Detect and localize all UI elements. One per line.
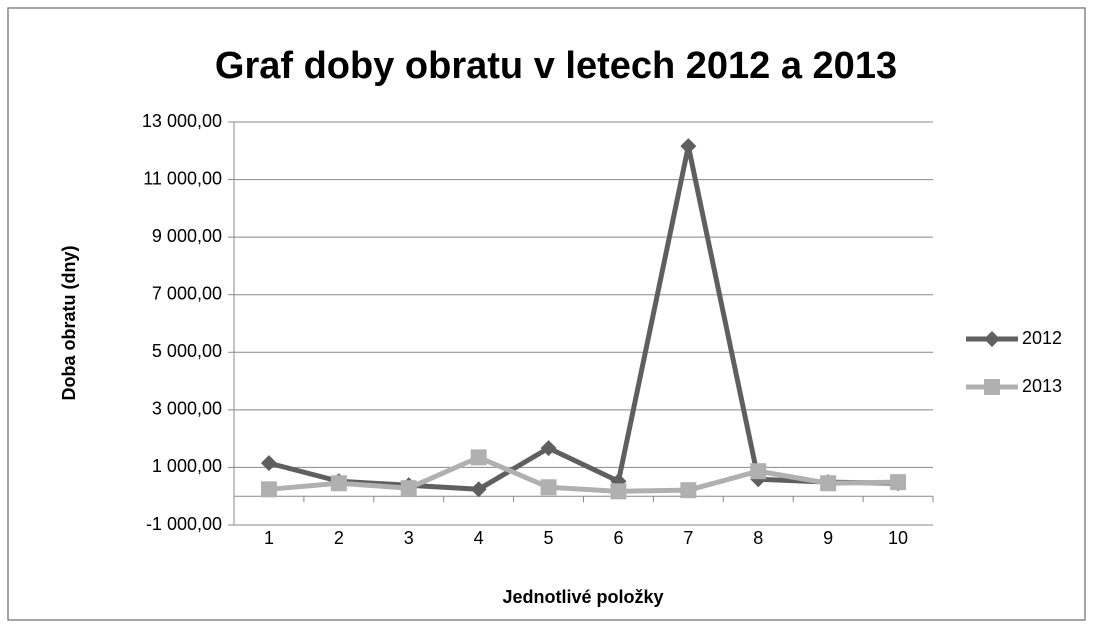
data-point: [400, 480, 417, 497]
data-point: [470, 481, 487, 498]
data-point: [540, 479, 557, 496]
legend-marker: [984, 331, 1000, 347]
data-point: [820, 475, 837, 492]
x-tick-label: 4: [474, 528, 484, 548]
data-point: [260, 481, 277, 498]
x-tick-label: 6: [613, 528, 623, 548]
y-tick-label: 1 000,00: [152, 456, 222, 476]
x-tick-label: 3: [404, 528, 414, 548]
y-tick-label: 11 000,00: [143, 168, 222, 188]
y-tick-label: -1 000,00: [146, 514, 222, 534]
data-point: [330, 475, 347, 492]
x-tick-label: 8: [753, 528, 763, 548]
y-tick-label: 13 000,00: [142, 111, 222, 131]
chart-title: Graf doby obratu v letech 2012 a 2013: [215, 45, 897, 87]
x-axis-title: Jednotlivé položky: [502, 587, 663, 607]
y-tick-label: 3 000,00: [152, 399, 222, 419]
data-point: [680, 482, 697, 499]
data-point: [610, 483, 627, 500]
x-tick-label: 1: [264, 528, 274, 548]
y-tick-label: 5 000,00: [152, 341, 222, 361]
x-tick-label: 7: [683, 528, 693, 548]
data-point: [890, 474, 907, 491]
x-tick-label: 5: [544, 528, 554, 548]
x-tick-label: 9: [823, 528, 833, 548]
legend-label: 2013: [1022, 376, 1062, 396]
chart-border: [7, 7, 1086, 621]
y-axis-title: Doba obratu (dny): [59, 246, 79, 401]
data-point: [680, 138, 697, 155]
series-line: [268, 454, 899, 494]
legend-label: 2012: [1022, 328, 1062, 348]
data-point: [470, 449, 487, 466]
legend-marker: [984, 379, 1000, 395]
data-point: [750, 463, 767, 480]
data-point: [540, 440, 557, 457]
x-tick-label: 2: [334, 528, 344, 548]
y-tick-label: 9 000,00: [152, 226, 222, 246]
data-point: [260, 455, 277, 472]
x-tick-label: 10: [888, 528, 908, 548]
y-tick-label: 7 000,00: [152, 283, 222, 303]
